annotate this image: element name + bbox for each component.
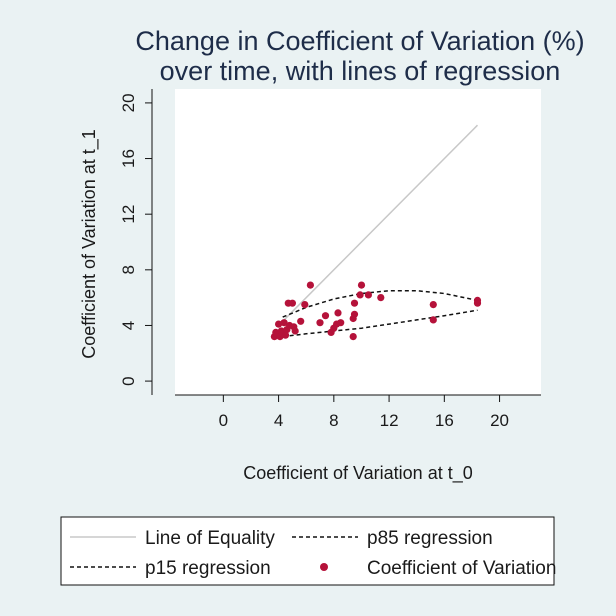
legend: Line of Equality p85 regression p15 regr…	[60, 516, 556, 586]
x-tick-label: 12	[380, 411, 399, 430]
data-point	[356, 291, 364, 299]
x-tick-label: 8	[329, 411, 338, 430]
legend-label-points: Coefficient of Variation	[367, 558, 556, 579]
legend-box	[60, 516, 555, 586]
x-tick-label: 20	[490, 411, 509, 430]
y-tick-label: 20	[119, 93, 138, 112]
x-tick-label: 16	[435, 411, 454, 430]
p15-regression-line	[282, 309, 478, 338]
y-tick-label: 12	[119, 205, 138, 224]
data-point	[301, 301, 309, 309]
p85-regression-line	[282, 289, 478, 318]
legend-label-p85: p85 regression	[367, 528, 493, 549]
data-point	[473, 296, 482, 304]
chart-title-line-1: Change in Coefficient of Variation (%)	[135, 26, 585, 56]
data-point	[281, 331, 290, 339]
data-point	[288, 299, 296, 307]
data-point	[337, 319, 345, 327]
y-axis: 0 4 8 12 16 20	[119, 89, 153, 395]
data-point	[429, 316, 437, 324]
chart-title-line-2: over time, with lines of regression	[159, 56, 561, 86]
data-point	[297, 317, 305, 325]
y-tick-label: 8	[119, 265, 138, 274]
data-point	[364, 291, 372, 299]
y-tick-label: 16	[119, 149, 138, 168]
series-lines	[282, 124, 479, 338]
data-point	[321, 312, 330, 320]
x-axis-title: Coefficient of Variation at t_0	[243, 463, 472, 484]
data-point	[429, 301, 437, 309]
y-axis-title: Coefficient of Variation at t_1	[79, 129, 100, 358]
x-axis: 0 4 8 12 16 20	[175, 394, 541, 430]
x-tick-label: 0	[219, 411, 228, 430]
legend-swatch-points	[320, 563, 328, 571]
data-point	[350, 310, 359, 318]
x-tick-label: 4	[274, 411, 283, 430]
data-point	[357, 281, 366, 289]
y-tick-label: 4	[119, 321, 138, 330]
data-point	[350, 299, 359, 307]
data-point	[334, 309, 342, 317]
plot-area	[175, 89, 541, 395]
data-point	[306, 281, 314, 289]
data-point	[280, 319, 288, 327]
scatter-points	[270, 281, 482, 341]
data-point	[316, 319, 324, 327]
equality-line	[282, 124, 479, 322]
legend-label-equality: Line of Equality	[145, 528, 275, 549]
data-point	[291, 327, 299, 335]
data-point	[275, 320, 283, 328]
data-point	[349, 333, 357, 341]
legend-label-p15: p15 regression	[145, 558, 271, 579]
data-point	[377, 294, 385, 302]
y-tick-label: 0	[119, 376, 138, 385]
